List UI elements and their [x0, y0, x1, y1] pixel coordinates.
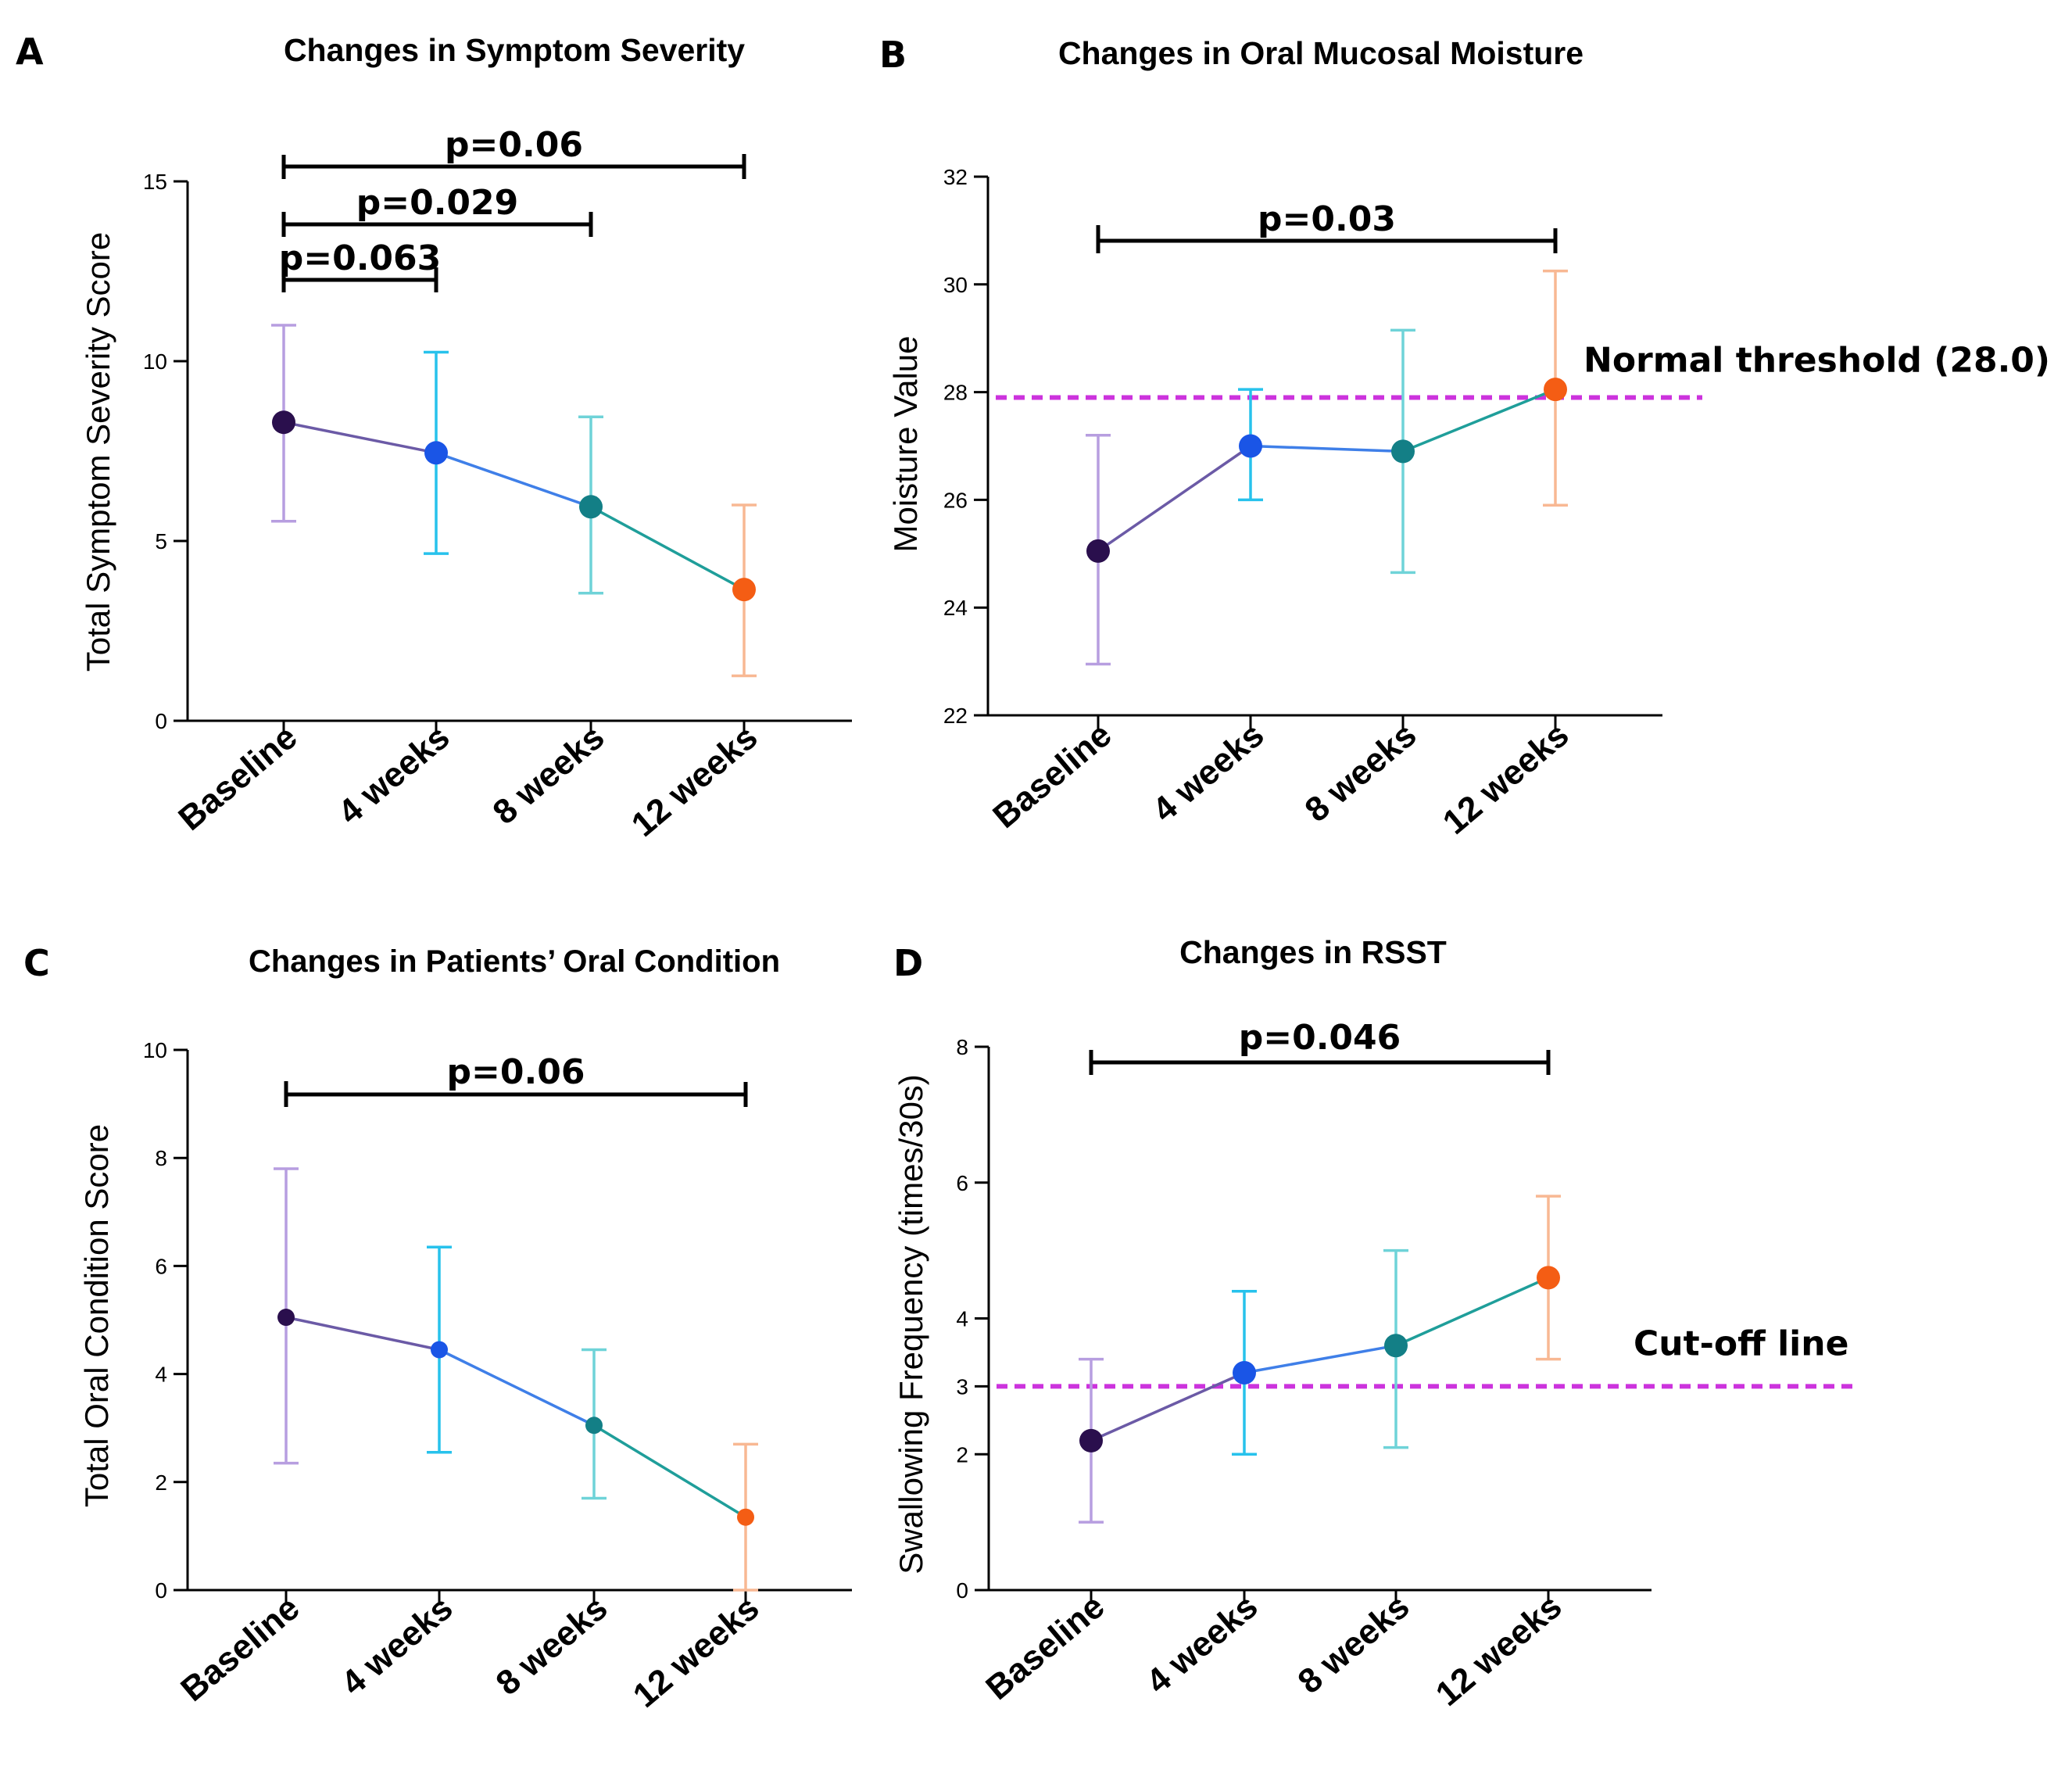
threshold-label: Normal threshold (28.0)	[1584, 340, 2050, 380]
chart-title: Changes in Patients’ Oral Condition	[249, 944, 780, 979]
significance-brackets: p=0.046	[1089, 1018, 1551, 1075]
series-segment	[1402, 388, 1556, 453]
p-value-label: p=0.06	[445, 125, 583, 165]
data-point	[1086, 539, 1110, 563]
data-point	[272, 410, 295, 435]
significance-bracket: p=0.046	[1089, 1018, 1551, 1075]
significance-bracket: p=0.06	[284, 1052, 748, 1107]
series-segment	[435, 451, 592, 508]
significance-bracket: p=0.029	[281, 183, 593, 237]
y-axis-label: Total Symptom Severity Score	[80, 232, 116, 672]
y-tick-label: 4	[155, 1363, 167, 1387]
data-points	[272, 410, 756, 602]
series-segment	[438, 1348, 595, 1427]
data-point	[579, 495, 603, 519]
panel-letter: D	[893, 942, 923, 984]
data-point	[424, 441, 448, 465]
data-point	[737, 1508, 754, 1526]
y-tick-label: 26	[943, 488, 968, 512]
series-segment	[1250, 444, 1404, 453]
y-tick-label: 0	[956, 1578, 968, 1603]
data-point	[1537, 1266, 1560, 1290]
significance-brackets: p=0.06	[284, 1052, 748, 1107]
series-line	[285, 1316, 746, 1519]
p-value-label: p=0.03	[1258, 199, 1396, 239]
series-segment	[1097, 445, 1251, 553]
chart-title: Changes in Symptom Severity	[284, 32, 745, 68]
axes: 0 2 4 6 8 10	[143, 1038, 852, 1604]
y-tick-label: 32	[943, 165, 968, 189]
y-tick-label: 28	[943, 381, 968, 405]
y-tick-label: 22	[943, 704, 968, 728]
y-axis-label: Moisture Value	[887, 335, 924, 552]
chart-title: Changes in Oral Mucosal Moisture	[1058, 35, 1584, 71]
y-tick-label: 0	[155, 709, 167, 733]
series-segment	[590, 505, 745, 591]
y-tick-label: 24	[943, 596, 968, 620]
panel-letter: A	[16, 30, 44, 73]
y-tick-label: 4	[956, 1307, 968, 1331]
data-points	[1086, 378, 1567, 563]
series-segment	[283, 421, 437, 455]
threshold: Normal threshold (28.0)	[996, 340, 2050, 400]
axes: 22 24 26 28 30 32	[943, 165, 1662, 729]
series-line	[283, 421, 745, 591]
y-tick-label: 5	[155, 529, 167, 553]
data-point	[732, 578, 756, 602]
y-tick-label: 10	[143, 349, 167, 374]
data-point	[1233, 1361, 1256, 1384]
panel-letter: C	[23, 942, 50, 984]
y-tick-label: 2	[956, 1442, 968, 1467]
series-segment	[593, 1424, 746, 1519]
series-line	[1090, 1276, 1549, 1442]
y-tick-label: 0	[155, 1578, 167, 1603]
series-segment	[1395, 1276, 1549, 1347]
data-point	[585, 1417, 603, 1435]
threshold: Cut-off line	[997, 1324, 1852, 1389]
axes: 0 5 10 15	[143, 170, 852, 735]
y-tick-label: 8	[155, 1146, 167, 1170]
y-axis-label: Swallowing Frequency (times/30s)	[893, 1074, 929, 1574]
p-value-label: p=0.046	[1239, 1018, 1401, 1058]
significance-bracket: p=0.03	[1096, 199, 1558, 253]
data-point	[1079, 1428, 1103, 1453]
significance-brackets: p=0.06 p=0.029 p=0.063	[279, 125, 746, 292]
significance-bracket: p=0.06	[281, 125, 746, 179]
p-value-label: p=0.063	[279, 238, 442, 278]
data-point	[277, 1309, 295, 1327]
data-point	[1239, 434, 1262, 458]
data-point	[1384, 1334, 1408, 1358]
y-tick-label: 2	[155, 1470, 167, 1495]
y-axis-label: Total Oral Condition Score	[78, 1124, 115, 1507]
data-points	[1079, 1266, 1560, 1453]
series-line	[1097, 388, 1556, 553]
series-segment	[1244, 1344, 1397, 1374]
data-point	[1544, 378, 1567, 402]
series-segment	[285, 1316, 440, 1352]
data-point	[431, 1341, 448, 1359]
y-tick-label: 10	[143, 1038, 167, 1062]
y-tick-label: 3	[956, 1374, 968, 1399]
data-points	[277, 1309, 754, 1526]
series-segment	[1090, 1371, 1245, 1442]
axes: 0 2 3 4 6 8	[956, 1035, 1652, 1604]
panel-letter: B	[879, 34, 907, 76]
data-point	[1391, 439, 1415, 464]
y-tick-label: 6	[155, 1254, 167, 1278]
y-tick-label: 6	[956, 1171, 968, 1195]
significance-brackets: p=0.03	[1096, 199, 1558, 253]
threshold-label: Cut-off line	[1634, 1324, 1848, 1363]
p-value-label: p=0.06	[447, 1052, 585, 1092]
y-tick-label: 30	[943, 273, 968, 297]
significance-bracket: p=0.063	[279, 238, 442, 292]
y-tick-label: 8	[956, 1035, 968, 1059]
y-tick-label: 15	[143, 170, 167, 194]
chart-title: Changes in RSST	[1179, 934, 1447, 970]
p-value-label: p=0.029	[356, 183, 519, 223]
